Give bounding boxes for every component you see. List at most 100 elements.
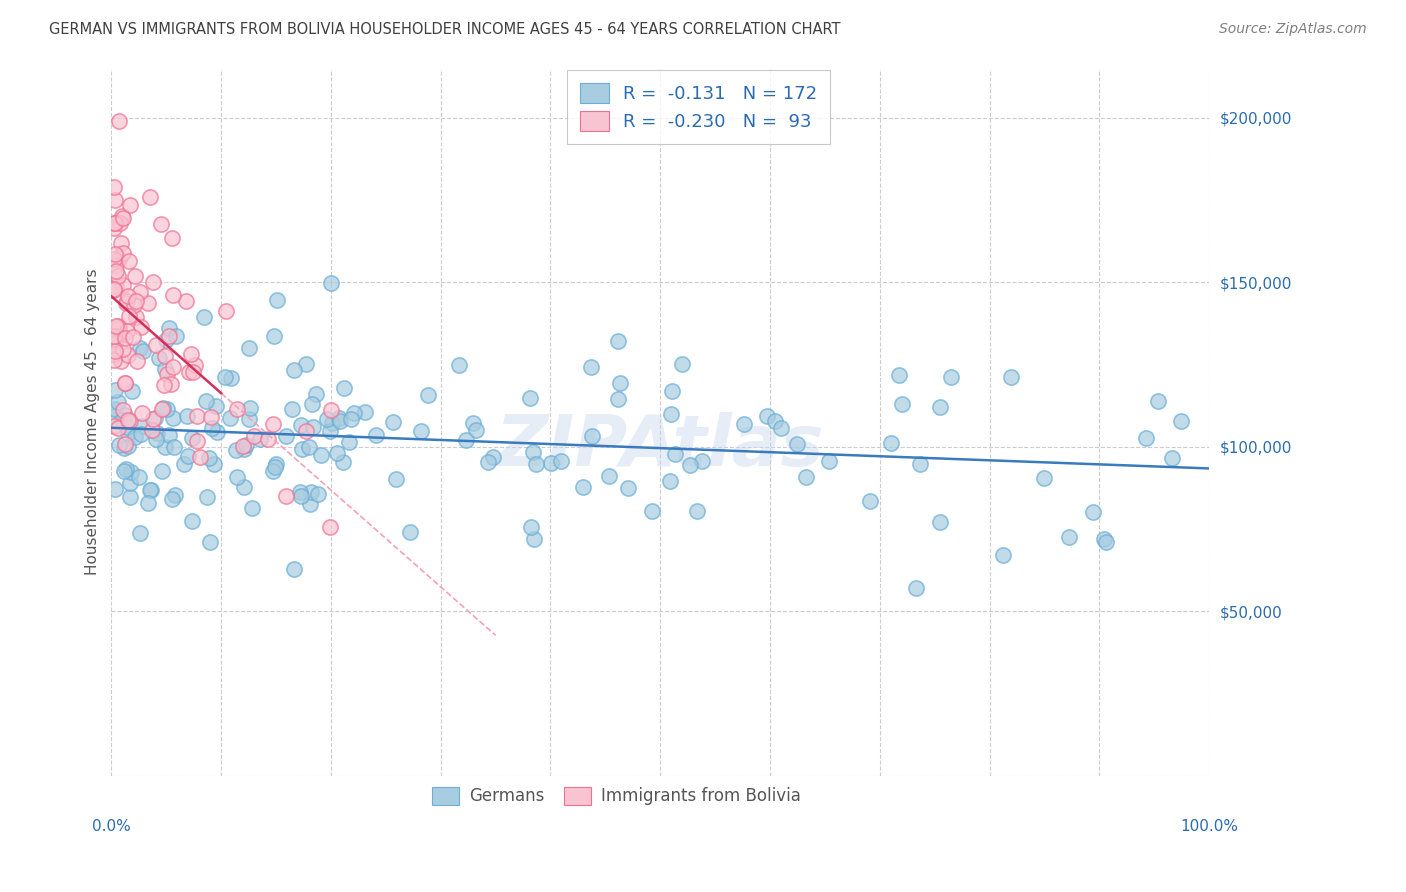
Point — [125, 353, 148, 368]
Point — [112, 442, 135, 456]
Point — [104, 246, 127, 260]
Point — [641, 504, 664, 518]
Point — [114, 462, 136, 476]
Point — [156, 368, 179, 382]
Point — [889, 368, 911, 383]
Point — [125, 310, 148, 324]
Point — [131, 344, 153, 359]
Point — [181, 514, 204, 528]
Point — [114, 464, 136, 478]
Point — [138, 295, 160, 310]
Point — [103, 193, 125, 207]
Point — [110, 209, 132, 223]
Point — [105, 264, 128, 278]
Point — [162, 411, 184, 425]
Point — [103, 328, 125, 343]
Point — [262, 464, 284, 478]
Point — [142, 412, 165, 426]
Point — [294, 357, 316, 371]
Point — [399, 524, 422, 539]
Point — [818, 454, 841, 468]
Point — [418, 388, 440, 402]
Point — [115, 324, 138, 338]
Point — [104, 482, 127, 496]
Point — [319, 520, 342, 534]
Point — [114, 376, 136, 390]
Point — [522, 445, 544, 459]
Point — [266, 293, 288, 308]
Point — [115, 293, 138, 308]
Point — [301, 397, 323, 411]
Point — [114, 437, 136, 451]
Point — [328, 413, 350, 427]
Point — [520, 520, 543, 534]
Point — [381, 415, 404, 429]
Point — [200, 410, 222, 425]
Point — [262, 417, 284, 431]
Point — [291, 442, 314, 457]
Point — [198, 535, 221, 549]
Point — [581, 429, 603, 443]
Point — [263, 329, 285, 343]
Point — [160, 230, 183, 244]
Point — [215, 304, 238, 318]
Point — [238, 412, 260, 426]
Point — [939, 370, 962, 384]
Point — [1147, 393, 1170, 408]
Point — [112, 343, 135, 357]
Point — [104, 333, 127, 347]
Point — [325, 446, 347, 460]
Point — [121, 384, 143, 398]
Text: GERMAN VS IMMIGRANTS FROM BOLIVIA HOUSEHOLDER INCOME AGES 45 - 64 YEARS CORRELAT: GERMAN VS IMMIGRANTS FROM BOLIVIA HOUSEH… — [49, 22, 841, 37]
Point — [519, 391, 541, 405]
Point — [305, 387, 328, 401]
Point — [157, 321, 180, 335]
Point — [129, 342, 152, 356]
Point — [579, 359, 602, 374]
Point — [104, 401, 127, 416]
Point — [384, 472, 406, 486]
Point — [249, 432, 271, 446]
Point — [115, 420, 138, 434]
Point — [155, 349, 177, 363]
Point — [890, 397, 912, 411]
Point — [117, 289, 139, 303]
Point — [321, 416, 343, 430]
Point — [125, 293, 148, 308]
Point — [463, 416, 485, 430]
Point — [118, 490, 141, 504]
Point — [205, 399, 228, 413]
Point — [332, 381, 354, 395]
Point — [242, 429, 264, 443]
Point — [155, 440, 177, 454]
Point — [114, 296, 136, 310]
Point — [157, 428, 180, 442]
Point — [124, 268, 146, 283]
Point — [354, 405, 377, 419]
Point — [1160, 450, 1182, 465]
Point — [108, 438, 131, 452]
Point — [763, 414, 786, 428]
Point — [201, 420, 224, 434]
Point — [523, 532, 546, 546]
Point — [905, 581, 928, 595]
Point — [198, 451, 221, 466]
Point — [108, 216, 131, 230]
Point — [131, 418, 153, 433]
Point — [103, 180, 125, 194]
Point — [661, 384, 683, 399]
Point — [290, 417, 312, 432]
Point — [1095, 534, 1118, 549]
Point — [103, 419, 125, 434]
Point — [1059, 530, 1081, 544]
Point — [274, 489, 297, 503]
Point — [195, 393, 218, 408]
Point — [299, 497, 322, 511]
Point — [107, 321, 129, 335]
Text: ZIPAtlas: ZIPAtlas — [496, 412, 824, 482]
Point — [117, 348, 139, 362]
Point — [107, 268, 129, 283]
Point — [733, 417, 755, 432]
Point — [283, 562, 305, 576]
Point — [103, 216, 125, 230]
